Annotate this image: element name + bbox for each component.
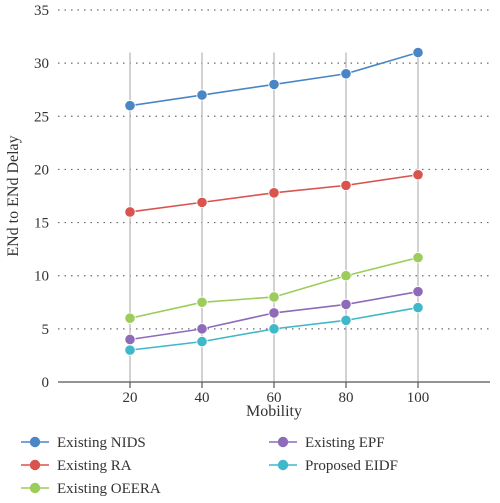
y-tick-label: 15 xyxy=(34,216,49,232)
legend-label: Existing RA xyxy=(57,458,132,474)
data-point xyxy=(124,206,136,218)
data-point xyxy=(124,100,136,112)
legend-marker xyxy=(277,436,289,448)
series-layer xyxy=(124,46,424,356)
data-point xyxy=(124,344,136,356)
data-point xyxy=(196,323,208,335)
series-group xyxy=(124,301,424,356)
series-group xyxy=(124,169,424,218)
x-tick-label: 20 xyxy=(123,390,138,406)
legend-label: Existing EPF xyxy=(305,435,385,451)
legend-item: Existing OEERA xyxy=(21,481,161,497)
data-point xyxy=(340,179,352,191)
y-tick-label: 10 xyxy=(34,269,49,285)
data-point xyxy=(412,169,424,181)
legend-label: Existing NIDS xyxy=(57,435,146,451)
series-group xyxy=(124,286,424,346)
legend-item: Existing RA xyxy=(21,458,132,474)
x-axis-title: Mobility xyxy=(246,403,302,420)
data-point xyxy=(412,46,424,59)
data-point xyxy=(196,89,208,101)
data-point xyxy=(196,296,208,308)
legend-marker xyxy=(29,436,41,448)
data-point xyxy=(340,314,352,326)
data-point xyxy=(340,68,352,80)
data-point xyxy=(412,286,424,298)
y-tick-label: 30 xyxy=(34,56,49,72)
x-tick-label: 80 xyxy=(339,390,354,406)
series-group xyxy=(124,252,424,324)
data-point xyxy=(340,298,352,311)
legend: Existing NIDS Existing RA Existing OEERA Ex… xyxy=(21,435,398,497)
data-point xyxy=(196,196,208,208)
axes: 0 5 10 15 20 25 30 35 20 40 60 80 100 xyxy=(34,3,490,406)
legend-marker xyxy=(29,459,41,471)
y-tick-label: 35 xyxy=(34,3,49,19)
data-point xyxy=(268,78,280,91)
legend-item: Existing EPF xyxy=(269,435,385,451)
labels: Mobility ENd to ENd Delay xyxy=(5,135,302,420)
legend-marker xyxy=(277,459,289,471)
y-axis-title: ENd to ENd Delay xyxy=(5,135,22,256)
legend-label: Proposed EIDF xyxy=(305,458,398,474)
data-point xyxy=(268,323,280,335)
legend-item: Proposed EIDF xyxy=(269,458,398,474)
x-tick-label: 60 xyxy=(267,390,282,406)
data-point xyxy=(412,301,424,314)
x-tick-label: 100 xyxy=(407,390,430,406)
data-point xyxy=(412,252,424,264)
data-point xyxy=(196,336,208,348)
data-point xyxy=(124,333,136,346)
x-tick-label: 40 xyxy=(195,390,210,406)
legend-label: Existing OEERA xyxy=(57,481,161,497)
data-point xyxy=(268,307,280,319)
y-tick-label: 20 xyxy=(34,162,49,178)
data-point xyxy=(124,312,136,324)
y-tick-label: 0 xyxy=(42,375,50,391)
y-tick-label: 25 xyxy=(34,109,49,125)
series-group xyxy=(124,46,424,112)
data-point xyxy=(268,187,280,199)
data-point xyxy=(340,270,352,282)
y-tick-label: 5 xyxy=(42,322,50,338)
legend-marker xyxy=(29,482,41,494)
data-point xyxy=(268,291,280,303)
legend-item: Existing NIDS xyxy=(21,435,146,451)
